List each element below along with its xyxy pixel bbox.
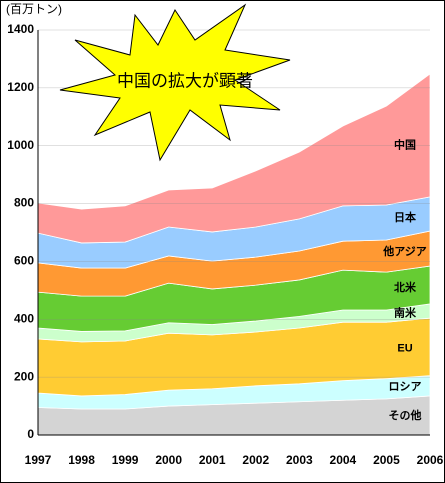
series-label: 南米 — [394, 305, 417, 319]
series-label: 中国 — [394, 137, 416, 151]
series-label: EU — [397, 343, 412, 355]
series-label: 他アジア — [382, 244, 427, 258]
series-label: ロシア — [389, 380, 422, 393]
starburst — [59, 3, 291, 162]
area — [37, 73, 431, 244]
x-tick-label: 2001 — [199, 453, 226, 467]
y-tick-label: 600 — [14, 254, 34, 268]
y-tick-label: 1400 — [7, 22, 34, 36]
annotation: 中国の拡大が顕著 — [117, 71, 253, 90]
x-tick-label: 2004 — [330, 453, 357, 467]
x-tick-label: 1997 — [25, 453, 52, 467]
y-axis-label: (百万トン) — [6, 2, 62, 16]
y-tick-label: 0 — [27, 427, 34, 441]
x-tick-label: 1999 — [112, 453, 139, 467]
x-tick-label: 2005 — [373, 453, 400, 467]
y-tick-label: 1000 — [7, 138, 34, 152]
y-tick-label: 800 — [14, 196, 34, 210]
series-label: 日本 — [394, 210, 416, 224]
y-tick-label: 200 — [14, 369, 34, 383]
y-tick-label: 1200 — [7, 80, 34, 94]
x-tick-label: 1998 — [68, 453, 95, 467]
series-label: 北米 — [394, 280, 417, 294]
x-tick-label: 2006 — [417, 453, 444, 467]
x-tick-label: 2003 — [286, 453, 313, 467]
x-tick-label: 2002 — [242, 453, 269, 467]
x-tick-label: 2000 — [155, 453, 182, 467]
y-tick-label: 400 — [14, 311, 34, 325]
series-label: その他 — [389, 408, 422, 422]
